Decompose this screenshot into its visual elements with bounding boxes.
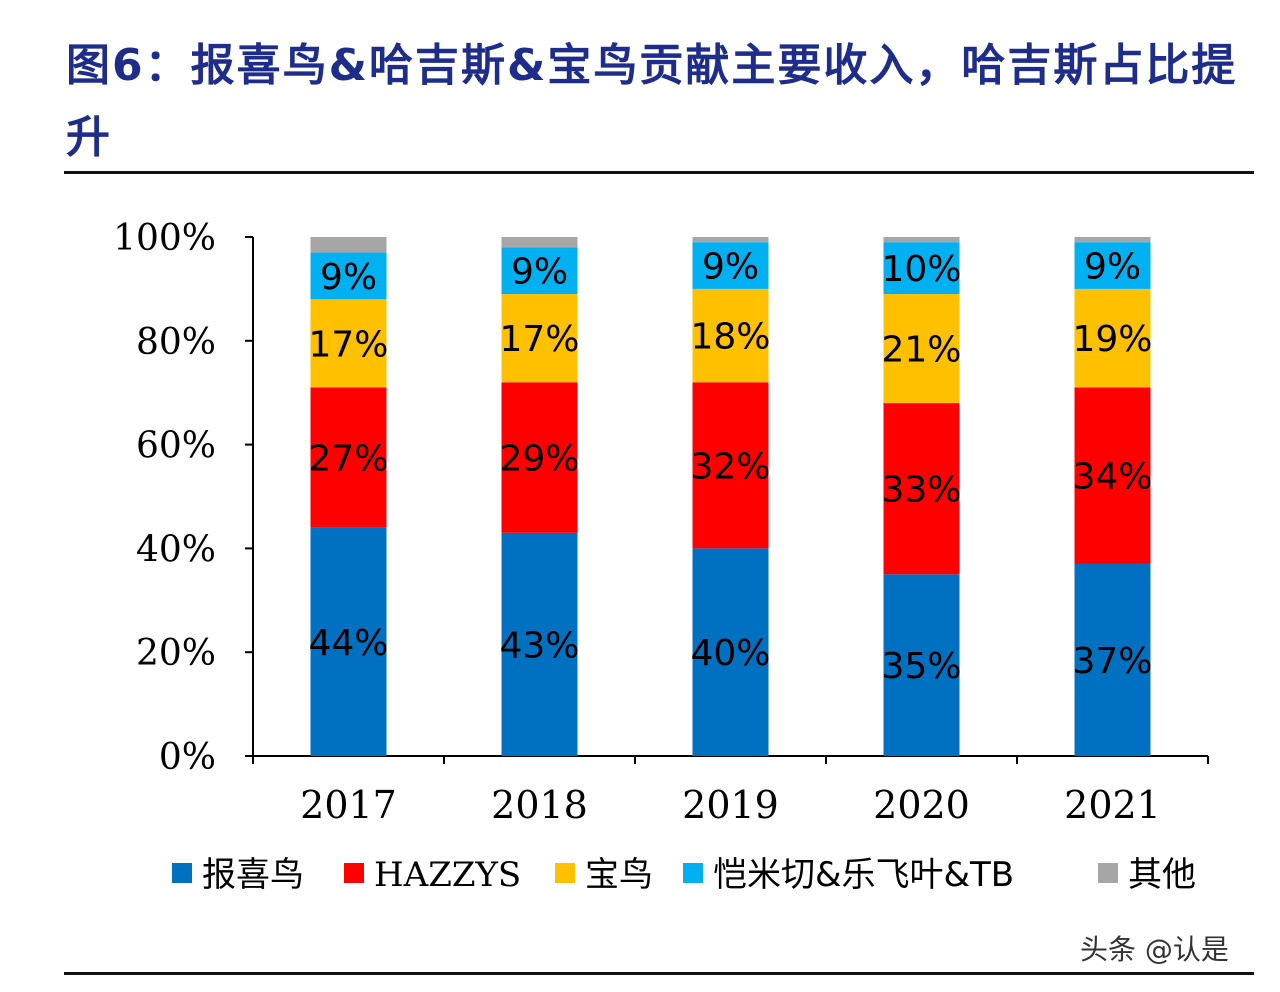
bar-segment [310,252,387,300]
x-tick-label: 2017 [300,783,397,827]
data-label: 9% [320,257,377,298]
legend-swatch [344,863,364,883]
data-label: 33% [881,470,961,511]
bar-segment [1074,237,1151,243]
x-tick-label: 2018 [491,783,588,827]
data-label: 17% [499,319,579,360]
bar-segment [310,387,387,528]
legend-label: HAZZYS [374,855,521,895]
data-label: 27% [308,439,388,480]
legend-swatch [172,863,192,883]
bar-segment [1074,242,1151,289]
bar-segment [883,237,960,243]
chart-title: 图6：报喜鸟&哈吉斯&宝鸟贡献主要收入，哈吉斯占比提升 [66,40,1238,163]
legend-label: 宝鸟 [585,855,653,895]
bar-segment [501,294,578,383]
legend-label: 其他 [1128,855,1196,895]
legend-label: 报喜鸟 [202,855,304,895]
x-tick-label: 2021 [1064,783,1161,827]
watermark: 头条 @认是 [1080,933,1229,966]
y-tick-label: 100% [113,218,216,259]
bar-segment [883,242,960,295]
bar-segment [692,382,769,549]
bar-segment [692,242,769,289]
legend-swatch [1098,863,1118,883]
bar-segment [692,237,769,243]
x-tick-label: 2020 [873,783,970,827]
legend-swatch [683,863,703,883]
title-divider [64,171,1254,174]
y-tick-label: 20% [136,633,216,674]
y-tick-label: 60% [136,426,216,467]
bar-segment [501,532,578,756]
data-label: 21% [881,330,961,371]
bar-segment [310,237,387,253]
data-label: 44% [308,623,388,664]
data-label: 34% [1072,457,1152,498]
data-label: 43% [499,625,579,666]
footer-divider [64,972,1254,975]
data-label: 40% [690,633,770,674]
bar-segment [1074,288,1151,388]
data-label: 19% [1072,319,1152,360]
data-label: 9% [702,247,759,288]
bar-segment [692,288,769,383]
bar-segment [501,237,578,248]
bar-segment [692,548,769,756]
data-label: 9% [1084,247,1141,288]
y-tick-label: 40% [136,529,216,570]
data-label: 9% [511,252,568,293]
y-tick-label: 80% [136,322,216,363]
bar-segment [883,574,960,756]
data-label: 18% [690,317,770,358]
bar-segment [501,247,578,295]
y-tick-label: 0% [159,737,216,778]
x-tick-label: 2019 [682,783,779,827]
legend-label: 恺米切&乐飞叶&TB [713,855,1014,895]
data-label: 29% [499,439,579,480]
data-label: 10% [881,249,961,290]
bar-segment [1074,387,1151,564]
legend-swatch [555,863,575,883]
data-label: 35% [881,646,961,687]
bar-segment [1074,563,1151,756]
bar-segment [883,403,960,575]
data-label: 17% [308,324,388,365]
bar-segment [501,382,578,533]
bar-segment [310,299,387,388]
data-label: 32% [690,446,770,487]
bar-segment [310,527,387,756]
bar-segment [883,294,960,404]
data-label: 37% [1072,641,1152,682]
